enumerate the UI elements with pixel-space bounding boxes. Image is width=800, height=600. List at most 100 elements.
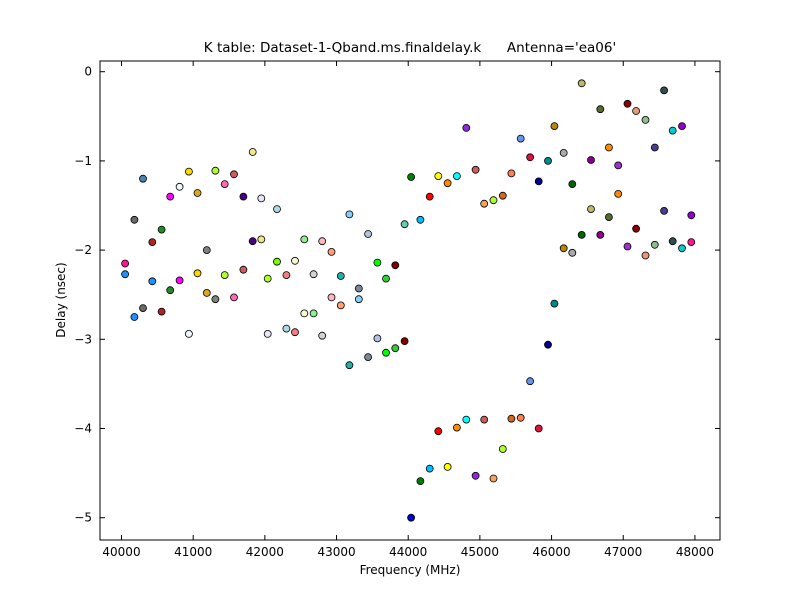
data-point	[239, 265, 248, 274]
data-point	[443, 179, 452, 188]
data-point	[257, 194, 266, 203]
y-tick-label: −2	[74, 243, 92, 257]
data-point	[559, 148, 568, 157]
data-point	[382, 274, 390, 283]
data-point	[364, 230, 373, 238]
data-point	[462, 415, 471, 424]
data-point	[425, 464, 434, 473]
data-point	[309, 309, 318, 318]
data-point	[157, 225, 166, 234]
x-tick-label: 46000	[532, 545, 570, 559]
x-tick-label: 42000	[246, 545, 284, 559]
axes-frame	[99, 60, 721, 541]
y-tick-label: −5	[74, 511, 92, 525]
data-point	[416, 215, 425, 224]
data-point	[452, 172, 461, 181]
data-point	[550, 122, 559, 130]
data-point	[391, 344, 400, 353]
data-point	[166, 192, 175, 201]
y-axis-label: Delay (nsec)	[54, 262, 68, 337]
data-point	[300, 309, 309, 318]
data-point	[559, 244, 568, 253]
data-point	[291, 256, 299, 265]
data-point	[263, 274, 272, 283]
data-point	[660, 206, 668, 215]
data-point	[184, 167, 193, 176]
data-point	[139, 174, 147, 183]
data-point	[175, 182, 184, 191]
data-point	[327, 247, 336, 256]
data-point	[443, 462, 452, 471]
data-point	[462, 124, 471, 132]
data-point	[507, 414, 516, 423]
data-point	[139, 304, 147, 313]
y-tick-label: 0	[84, 65, 92, 79]
data-point	[452, 423, 461, 432]
data-point	[632, 107, 640, 115]
data-point	[157, 307, 166, 316]
data-point	[416, 477, 425, 486]
data-point	[202, 288, 211, 297]
data-point	[544, 156, 552, 165]
data-point	[273, 205, 281, 214]
data-point	[239, 192, 248, 201]
data-point	[230, 170, 238, 179]
data-point	[596, 105, 605, 114]
data-point	[391, 261, 400, 270]
data-point	[364, 353, 373, 362]
data-point	[668, 126, 677, 135]
x-tick-label: 41000	[174, 545, 212, 559]
data-point	[641, 116, 650, 124]
data-point	[678, 244, 686, 253]
data-point	[354, 284, 363, 293]
data-point	[434, 427, 443, 436]
data-point	[373, 258, 382, 267]
data-point	[480, 199, 489, 208]
data-points	[121, 79, 696, 522]
data-point	[614, 161, 623, 170]
data-point	[400, 337, 409, 346]
data-point	[623, 242, 632, 251]
data-point	[632, 224, 640, 233]
x-tick-label: 40000	[102, 545, 140, 559]
data-point	[148, 238, 157, 247]
data-point	[354, 295, 363, 304]
chart-title: K table: Dataset-1-Qband.ms.finaldelay.k…	[204, 40, 616, 56]
data-point	[534, 424, 543, 433]
data-point	[230, 293, 238, 302]
data-point	[471, 471, 480, 480]
data-point	[309, 270, 318, 279]
x-tick-label: 43000	[317, 545, 355, 559]
data-point	[175, 276, 184, 285]
data-point	[605, 213, 613, 222]
data-point	[257, 235, 266, 244]
data-point	[400, 220, 409, 229]
data-point	[568, 248, 577, 257]
data-point	[327, 293, 336, 302]
data-point	[407, 513, 416, 522]
data-point	[660, 86, 668, 95]
data-point	[507, 169, 516, 178]
data-point	[641, 251, 650, 260]
data-point	[623, 99, 632, 108]
data-point	[587, 156, 595, 164]
data-point	[373, 334, 382, 343]
data-point	[318, 331, 327, 340]
x-axis-label: Frequency (MHz)	[360, 563, 461, 577]
data-point	[121, 259, 129, 268]
data-point	[526, 377, 534, 386]
data-point	[516, 134, 525, 143]
data-point	[425, 192, 434, 201]
data-point	[248, 148, 257, 156]
data-point	[273, 257, 281, 266]
data-point	[668, 237, 677, 246]
tick-marks	[100, 61, 720, 540]
x-tick-label: 48000	[676, 545, 714, 559]
data-point	[550, 299, 559, 308]
data-point	[193, 269, 202, 278]
data-point	[336, 272, 345, 280]
x-tick-label: 47000	[604, 545, 642, 559]
data-point	[202, 246, 211, 255]
